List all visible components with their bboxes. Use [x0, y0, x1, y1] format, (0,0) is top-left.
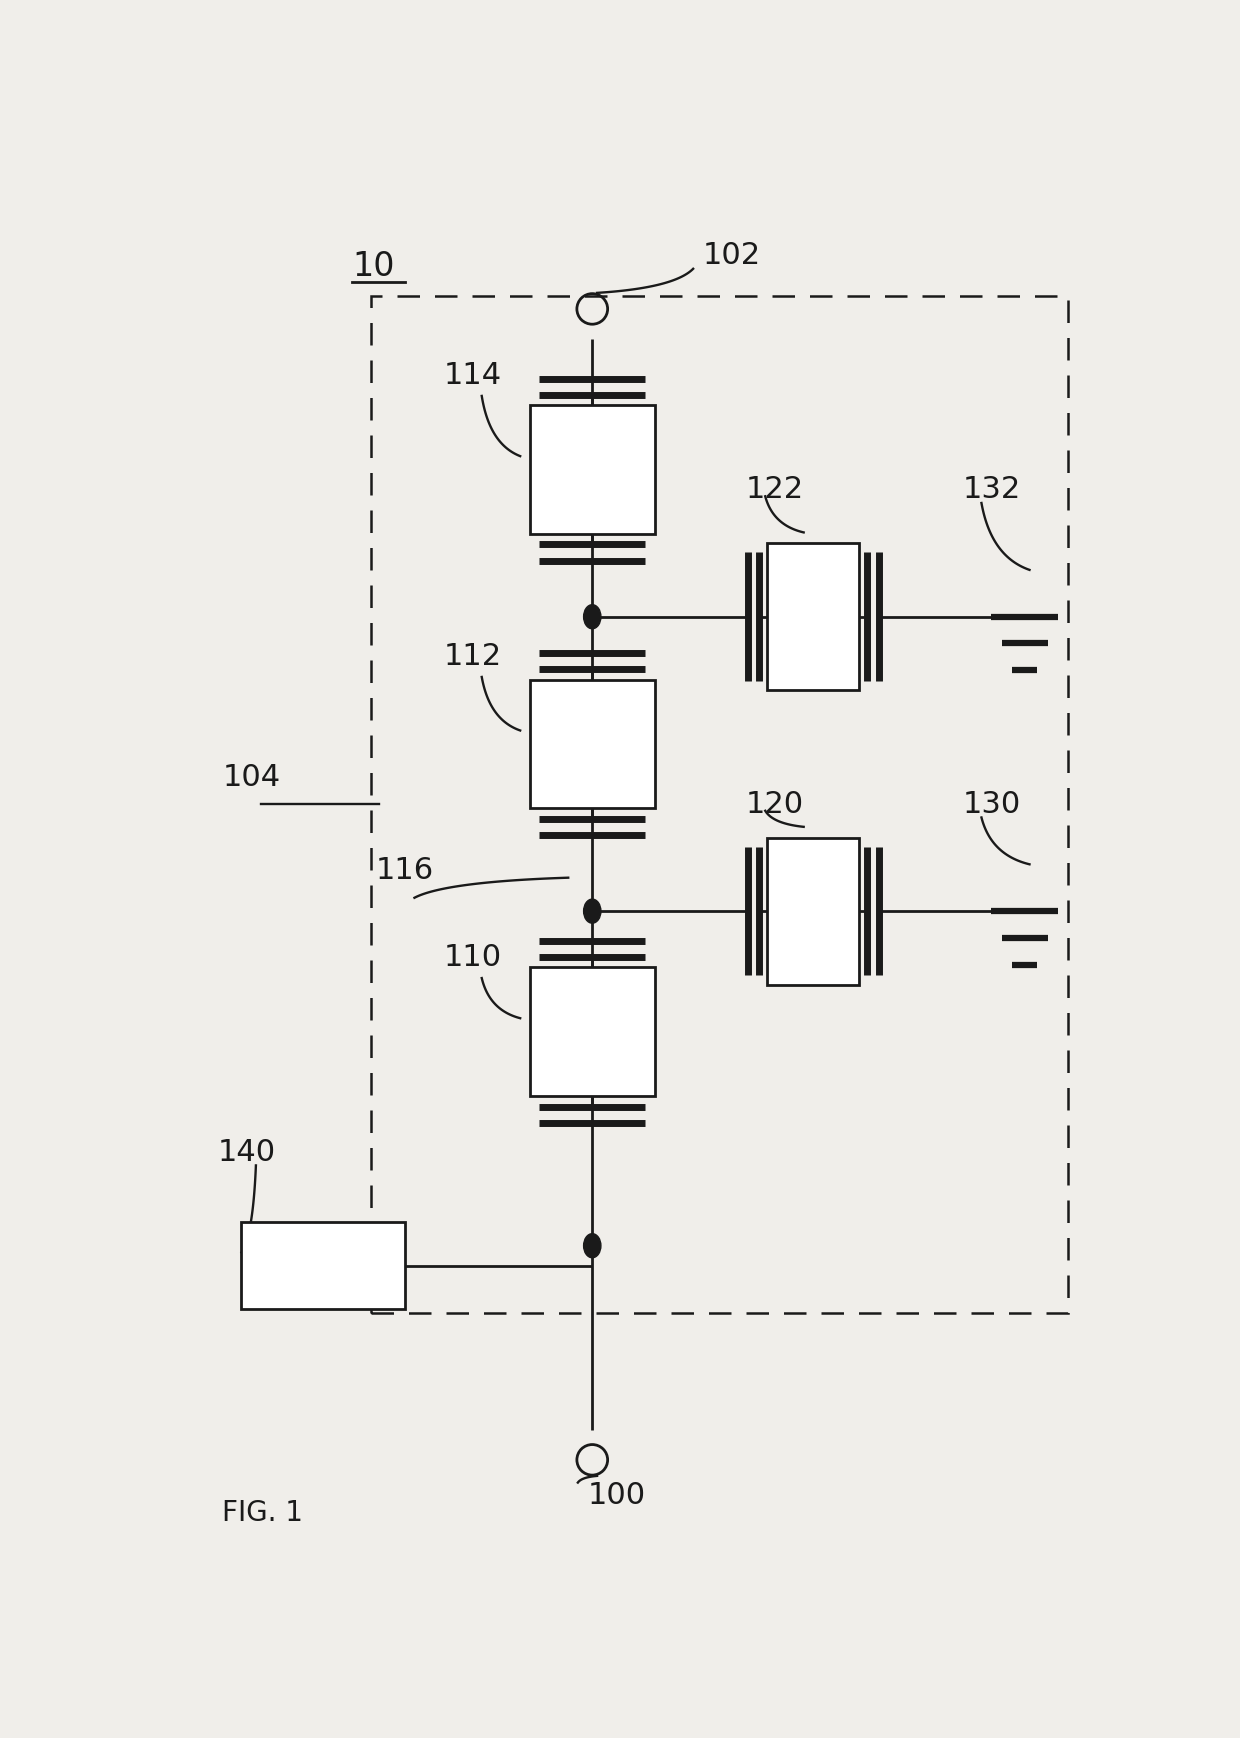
- Bar: [768, 544, 859, 690]
- Bar: [768, 838, 859, 985]
- Bar: [529, 968, 655, 1097]
- Text: 140: 140: [217, 1138, 275, 1166]
- Circle shape: [584, 899, 601, 923]
- Bar: [371, 295, 1068, 1312]
- Bar: [242, 1222, 404, 1309]
- Bar: [529, 405, 655, 534]
- Text: 112: 112: [444, 643, 501, 671]
- Text: 120: 120: [746, 789, 804, 819]
- Circle shape: [584, 1234, 601, 1258]
- Text: 130: 130: [962, 789, 1021, 819]
- Text: 10: 10: [352, 250, 394, 283]
- Text: 104: 104: [222, 763, 280, 793]
- Text: 110: 110: [444, 944, 501, 973]
- Text: 100: 100: [588, 1481, 646, 1510]
- Text: 116: 116: [376, 857, 434, 885]
- Circle shape: [584, 605, 601, 629]
- Text: 132: 132: [962, 474, 1021, 504]
- Text: 114: 114: [444, 362, 501, 391]
- Text: 122: 122: [746, 474, 804, 504]
- Bar: [529, 680, 655, 808]
- Text: 102: 102: [703, 242, 761, 269]
- Text: FIG. 1: FIG. 1: [222, 1500, 304, 1528]
